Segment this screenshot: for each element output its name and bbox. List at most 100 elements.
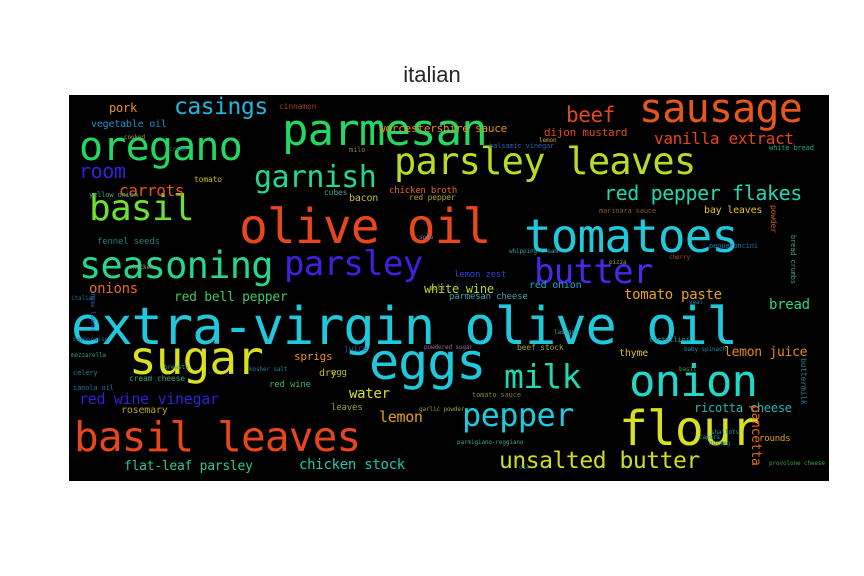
word-cloud-word: red bell pepper	[174, 290, 288, 305]
word-cloud-word: pork	[109, 101, 137, 115]
word-cloud-word: sprigs	[294, 350, 333, 363]
word-cloud-word: canola oil	[73, 384, 114, 392]
word-cloud-word: flat-leaf parsley	[124, 459, 253, 474]
word-cloud-word: cherry	[669, 254, 690, 261]
word-cloud-word: juice	[344, 344, 368, 353]
word-cloud-word: nutmeg	[709, 440, 730, 447]
word-cloud-word: red wine	[269, 380, 311, 390]
word-cloud-word: provolone cheese	[769, 460, 825, 467]
word-cloud-word: cooked	[124, 134, 145, 141]
word-cloud-word: beef stock	[517, 343, 564, 352]
word-cloud-word: mozzarella	[71, 352, 106, 359]
word-cloud-word: dry	[319, 368, 337, 379]
word-cloud-word: flour	[619, 401, 760, 457]
word-cloud-word: bay leaves	[704, 205, 763, 216]
word-cloud-word: garlic powder	[419, 406, 465, 413]
word-cloud-word: pepperoncini	[709, 242, 758, 250]
word-cloud-word: rosemary	[121, 405, 168, 416]
word-cloud-word: worcestershire sauce	[379, 122, 508, 135]
word-cloud-word: parmesan cheese	[449, 292, 528, 302]
word-cloud-word: vegetable oil	[91, 119, 167, 130]
word-cloud-word: pepper	[462, 396, 574, 434]
word-cloud-word: chicken	[129, 264, 154, 271]
word-cloud-word: onions	[89, 281, 138, 297]
word-cloud-word: chicken stock	[299, 457, 405, 473]
word-cloud-word: yellow onion	[89, 191, 138, 199]
word-cloud-word: italian	[71, 295, 96, 302]
word-cloud-word: basil leaves	[74, 413, 361, 461]
word-cloud-word: cream cheese	[129, 374, 185, 383]
word-cloud-word: lemon	[379, 408, 423, 426]
word-cloud-word: bread	[769, 297, 810, 313]
word-cloud-word: egg	[331, 368, 347, 378]
word-cloud-word: celery	[73, 369, 98, 377]
word-cloud-word: butter	[534, 252, 653, 292]
word-cloud: extra-virgin olive oil olive oil tomatoes b…	[69, 95, 829, 481]
word-cloud-word: basil	[679, 366, 697, 373]
word-cloud-word: sausage	[639, 95, 803, 132]
word-cloud-word: red wine vinegar	[79, 390, 219, 408]
word-cloud-word: garnish	[254, 160, 377, 195]
word-cloud-word: parsley	[284, 244, 423, 284]
word-cloud-word: capers	[699, 434, 720, 441]
word-cloud-word: water	[349, 386, 390, 402]
word-cloud-word: eggs	[369, 333, 486, 391]
word-cloud-word: basil	[89, 188, 194, 229]
word-cloud-word: beef	[566, 103, 615, 127]
word-cloud-word: thyme	[619, 348, 649, 359]
word-cloud-word: oil	[519, 464, 530, 471]
word-cloud-word: bread crumbs	[789, 235, 797, 284]
word-cloud-word: salt	[429, 284, 446, 292]
word-cloud-word: lasagna	[554, 329, 579, 336]
word-cloud-word: tomato	[194, 175, 222, 184]
word-cloud-word: mayonnaise	[73, 336, 108, 343]
word-cloud-word: red pepper	[409, 193, 456, 202]
word-cloud-word: tortellini	[649, 336, 690, 344]
word-cloud-word: casings	[174, 95, 268, 120]
word-cloud-word: chicken broth	[389, 186, 458, 196]
word-cloud-word: parmesan	[282, 105, 488, 156]
word-cloud-word: baby spinach	[684, 346, 726, 353]
word-cloud-word: extra-virgin olive oil	[71, 297, 738, 357]
word-cloud-word: pizza	[609, 259, 627, 266]
word-cloud-word: red onion	[529, 280, 582, 291]
word-cloud-word: cream	[169, 146, 187, 153]
word-cloud-word: white bread	[769, 144, 814, 152]
word-cloud-word: cubes	[324, 188, 348, 197]
word-cloud-word: tomato paste	[624, 287, 722, 303]
word-cloud-word: bacon	[349, 193, 379, 204]
word-cloud-word: breasts	[164, 364, 189, 371]
word-cloud-word: leaves	[331, 403, 363, 413]
word-cloud-word: soda	[419, 234, 433, 241]
word-cloud-word: rounds	[759, 434, 791, 444]
word-cloud-word: sugar	[129, 331, 264, 385]
word-cloud-word: unsalted butter	[499, 448, 700, 474]
word-cloud-word: marinara sauce	[599, 207, 657, 215]
word-cloud-word: kosher salt	[249, 366, 288, 373]
word-cloud-word: white wine	[424, 282, 494, 296]
word-cloud-word: lemon zest	[454, 270, 507, 280]
word-cloud-word: lemon juice	[724, 345, 808, 360]
word-cloud-word: shallots	[711, 429, 739, 436]
word-cloud-word: ricotta cheese	[694, 401, 792, 415]
word-cloud-word: veal	[689, 299, 703, 306]
word-cloud-word: powdered sugar	[424, 344, 473, 351]
word-cloud-word: powder	[769, 205, 778, 233]
word-cloud-word: cinnamon	[279, 102, 317, 111]
word-cloud-word: red pepper flakes	[604, 181, 802, 205]
chart-title: italian	[403, 62, 461, 87]
word-cloud-word: carrots	[119, 181, 185, 200]
word-cloud-word: dijon mustard	[544, 126, 628, 139]
word-cloud-word: room	[79, 159, 126, 183]
word-cloud-word: vanilla extract	[654, 129, 794, 148]
word-cloud-word: oregano	[79, 124, 243, 170]
word-cloud-word: onion	[629, 356, 758, 407]
word-cloud-word: parmigiano-reggiano	[457, 439, 524, 446]
word-cloud-word: seasoning	[79, 244, 274, 287]
word-cloud-word: lemon	[539, 137, 557, 144]
word-cloud-word: parsley leaves	[394, 140, 696, 183]
word-cloud-word: tomatoes	[524, 209, 739, 263]
word-cloud-word: buttermilk	[799, 358, 808, 405]
word-cloud-word: whipping cream	[509, 248, 558, 255]
word-cloud-word: fennel seeds	[97, 237, 160, 247]
